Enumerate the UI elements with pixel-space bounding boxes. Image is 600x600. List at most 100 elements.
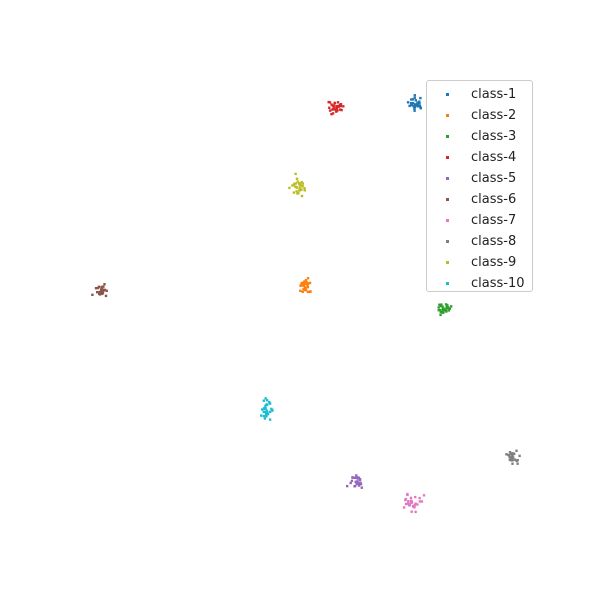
point-class-10 [260,414,263,417]
point-class-9 [292,184,296,187]
point-class-10 [268,400,271,404]
legend: class-1 class-2 class-3 class-4 class-5 … [426,80,533,292]
point-class-10 [265,403,268,407]
point-class-7 [418,500,422,503]
legend-item-class-6: class-6 [427,189,532,210]
point-class-2 [306,283,309,287]
point-class-7 [404,502,408,506]
point-class-5 [353,476,357,479]
point-class-2 [300,281,303,285]
point-class-7 [410,499,413,502]
point-class-4 [333,101,337,105]
point-class-10 [265,415,268,418]
point-class-10 [268,402,272,405]
point-class-8 [508,458,512,462]
point-class-10 [271,409,274,412]
point-class-9 [294,172,297,176]
legend-label-class-1: class-1 [471,87,517,102]
point-class-2 [306,286,310,289]
point-class-2 [304,279,308,282]
legend-item-class-3: class-3 [427,126,532,147]
point-class-6 [96,286,100,290]
point-class-8 [515,459,518,463]
legend-item-class-2: class-2 [427,105,532,126]
point-class-8 [510,459,513,462]
legend-swatch-class-6 [446,198,449,201]
point-class-4 [337,105,340,108]
point-class-1 [413,106,416,109]
point-class-7 [410,501,413,505]
point-class-4 [328,106,331,109]
point-class-2 [299,289,302,292]
point-class-4 [330,103,333,106]
series-class-3 [437,303,453,317]
point-class-7 [414,495,417,499]
point-class-2 [302,284,305,287]
point-class-1 [416,105,419,108]
point-class-3 [448,307,451,311]
point-class-8 [515,449,518,452]
point-class-3 [445,310,448,313]
point-class-7 [422,494,426,497]
series-class-2 [299,277,312,294]
point-class-2 [307,282,310,285]
point-class-3 [442,308,446,312]
point-class-9 [294,185,297,188]
point-class-3 [438,309,442,312]
point-class-4 [339,108,342,111]
point-class-8 [508,456,511,459]
point-class-10 [268,410,272,413]
point-class-9 [288,186,291,190]
point-class-10 [263,406,266,410]
point-class-1 [410,98,413,101]
point-class-9 [298,184,301,187]
point-class-8 [513,458,517,461]
point-class-2 [303,286,307,289]
point-class-1 [409,102,413,105]
point-class-9 [296,180,299,183]
point-class-5 [355,481,358,484]
legend-label-class-2: class-2 [471,108,517,123]
series-class-5 [346,474,363,489]
point-class-2 [305,281,308,284]
point-class-5 [358,478,362,481]
legend-item-class-10: class-10 [427,273,532,294]
legend-swatch-class-10 [446,282,449,285]
point-class-3 [441,311,444,314]
series-class-7 [402,492,426,514]
series-class-10 [260,397,274,421]
point-class-7 [414,502,417,505]
point-class-8 [510,456,513,459]
point-class-2 [303,280,306,283]
series-class-8 [505,449,521,465]
legend-item-class-8: class-8 [427,231,532,252]
point-class-5 [357,482,361,486]
point-class-5 [355,474,358,477]
point-class-3 [441,305,444,308]
series-class-1 [406,94,422,112]
point-class-4 [327,100,330,104]
point-class-8 [516,462,519,465]
point-class-1 [406,101,410,104]
point-class-9 [300,188,303,191]
point-class-2 [301,290,304,293]
legend-label-class-6: class-6 [471,192,517,207]
point-class-6 [94,287,98,290]
point-class-7 [410,510,413,513]
point-class-5 [354,484,357,488]
point-class-1 [408,104,411,108]
legend-item-class-5: class-5 [427,168,532,189]
point-class-7 [406,502,410,505]
point-class-9 [298,182,302,185]
point-class-10 [265,399,269,402]
point-class-3 [441,308,444,311]
legend-swatch-class-2 [446,114,449,117]
point-class-5 [346,484,349,488]
point-class-1 [413,103,416,107]
point-class-2 [302,282,305,285]
point-class-6 [99,290,102,293]
point-class-10 [266,411,269,414]
point-class-3 [446,305,449,309]
point-class-9 [293,182,296,185]
point-class-7 [413,503,416,507]
